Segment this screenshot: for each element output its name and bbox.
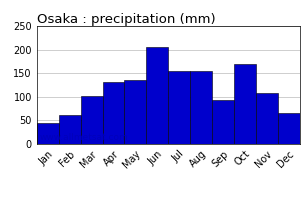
Bar (146, 47, 168, 144)
Bar (212, 100, 234, 144)
Bar (190, 71, 212, 144)
Text: www.allmetsat.com: www.allmetsat.com (39, 133, 128, 142)
Bar (256, 93, 278, 144)
Bar (103, 82, 125, 144)
Bar (234, 64, 256, 144)
Bar (168, 71, 190, 144)
Bar (37, 123, 59, 144)
Text: Osaka : precipitation (mm): Osaka : precipitation (mm) (37, 13, 215, 26)
Bar (278, 113, 300, 144)
Bar (80, 96, 103, 144)
Bar (125, 80, 146, 144)
Bar (59, 115, 80, 144)
